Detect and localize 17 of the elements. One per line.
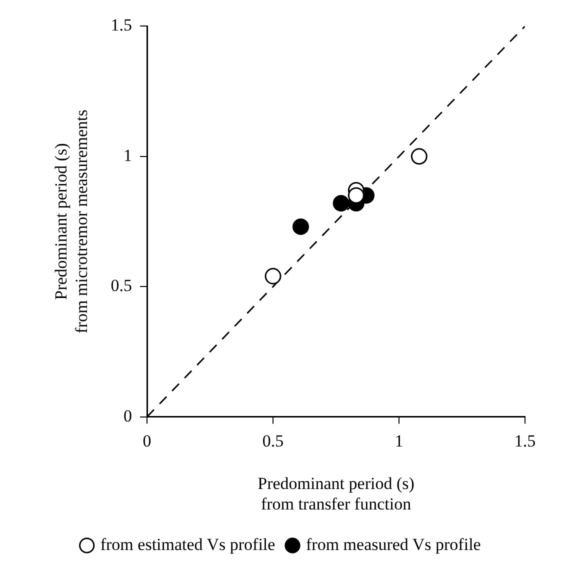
x-axis-title: Predominant period (s) from transfer function bbox=[258, 474, 414, 514]
point bbox=[348, 187, 364, 204]
y-tick-label: 0 bbox=[124, 406, 132, 426]
legend-label: from estimated Vs profile bbox=[100, 534, 276, 554]
x-tick-label: 1.5 bbox=[514, 431, 536, 450]
x-tick-label: 1 bbox=[394, 431, 404, 450]
y-axis-title: Predominant period (s) from microtremor measurements bbox=[52, 110, 92, 334]
point bbox=[332, 195, 350, 212]
point bbox=[292, 218, 309, 235]
x-tick-label: 0 bbox=[142, 431, 152, 450]
point bbox=[264, 268, 282, 284]
x-tick-label: 0.5 bbox=[262, 431, 284, 450]
y-tick-label: 0.5 bbox=[110, 276, 132, 296]
legend-label: from measured Vs profile bbox=[306, 534, 481, 554]
point bbox=[410, 148, 428, 165]
y-tick-label: 1 bbox=[124, 146, 132, 165]
y-tick-label: 1.5 bbox=[110, 16, 132, 35]
